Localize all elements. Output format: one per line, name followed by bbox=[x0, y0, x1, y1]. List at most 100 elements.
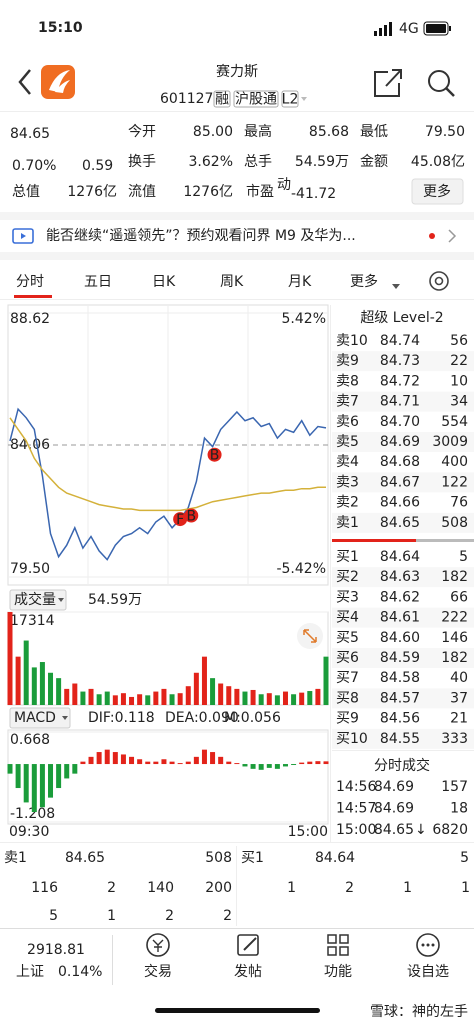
volume-bar bbox=[161, 688, 167, 705]
nav-label[interactable]: 交易 bbox=[144, 963, 172, 980]
macd-bar bbox=[242, 764, 248, 767]
order-price: 84.56 bbox=[380, 711, 420, 727]
stock-name: 赛力斯 bbox=[216, 64, 258, 80]
nav-icon[interactable] bbox=[416, 933, 440, 957]
order-price: 84.55 bbox=[380, 731, 420, 747]
y-tick-label: 79.50 bbox=[10, 561, 50, 577]
settings-button[interactable] bbox=[429, 271, 449, 291]
order-price: 84.70 bbox=[380, 414, 420, 430]
trade-price: 84.69 bbox=[374, 779, 414, 795]
order-volume: 10 bbox=[450, 373, 468, 389]
order-volume: 182 bbox=[441, 650, 468, 666]
macd-bar bbox=[201, 749, 207, 765]
volume-bar bbox=[56, 678, 62, 705]
order-book-title: 超级 Level-2 bbox=[360, 310, 443, 326]
trade-marker bbox=[173, 512, 188, 527]
trade-marker bbox=[207, 447, 222, 462]
tab[interactable]: 五日 bbox=[84, 274, 112, 290]
volume-bar bbox=[153, 691, 159, 705]
trade-volume: 157 bbox=[441, 779, 468, 795]
trade-arrow: ↓ bbox=[415, 822, 427, 838]
nav-label[interactable]: 功能 bbox=[324, 964, 352, 980]
stat-value: 85.00 bbox=[193, 124, 233, 140]
price-line bbox=[9, 407, 327, 561]
order-volume: 76 bbox=[450, 495, 468, 511]
macd-bar bbox=[169, 761, 175, 765]
nav-icon[interactable] bbox=[146, 933, 170, 957]
volume-bar bbox=[31, 667, 37, 705]
indicator-selector[interactable] bbox=[9, 707, 71, 729]
nav-label[interactable]: 设自选 bbox=[407, 964, 449, 980]
volume-bar bbox=[72, 683, 78, 705]
time-label: 09:30 bbox=[9, 824, 49, 840]
order-price: 84.62 bbox=[380, 589, 420, 605]
order-price: 84.73 bbox=[380, 353, 420, 369]
trade-price: 84.69 bbox=[374, 801, 414, 817]
more-button-label: 更多 bbox=[423, 183, 451, 200]
expand-icon[interactable] bbox=[297, 623, 323, 649]
volume-bar bbox=[210, 678, 216, 705]
macd-bar bbox=[104, 749, 110, 765]
row-background bbox=[332, 391, 474, 412]
order-queue-value: 1 bbox=[107, 908, 116, 924]
ask-price: 84.65 bbox=[65, 850, 105, 866]
ask-level: 卖1 bbox=[4, 850, 27, 866]
trades-title: 分时成交 bbox=[374, 757, 430, 774]
stat-label: 总值 bbox=[12, 184, 40, 200]
bid-level: 买1 bbox=[241, 850, 264, 866]
volume-bar bbox=[226, 686, 232, 705]
tab[interactable]: 月K bbox=[288, 274, 312, 290]
order-price: 84.66 bbox=[380, 495, 420, 511]
volume-bar bbox=[193, 672, 199, 705]
back-button[interactable] bbox=[18, 69, 31, 95]
order-queue-value: 2 bbox=[107, 880, 116, 896]
macd-bar bbox=[80, 761, 86, 765]
nav-label[interactable]: 发帖 bbox=[234, 964, 262, 980]
macd-bar bbox=[218, 756, 224, 765]
trade-marker-label: B bbox=[186, 509, 196, 525]
macd-bar bbox=[193, 756, 199, 765]
order-queue-value: 1 bbox=[461, 880, 470, 896]
volume-bar bbox=[169, 694, 175, 705]
macd-bar bbox=[15, 764, 21, 789]
more-button[interactable] bbox=[411, 178, 464, 205]
tab[interactable]: 日K bbox=[152, 274, 176, 290]
order-queue-value: 1 bbox=[403, 880, 412, 896]
tab[interactable]: 更多 bbox=[350, 273, 378, 290]
trade-price: 84.65 bbox=[374, 822, 414, 838]
order-price: 84.68 bbox=[380, 454, 420, 470]
nav-icon[interactable] bbox=[237, 934, 259, 956]
order-level: 买9 bbox=[336, 711, 359, 727]
tab[interactable]: 分时 bbox=[16, 274, 44, 290]
stat-value: 45.08亿 bbox=[411, 154, 465, 170]
order-volume: 333 bbox=[441, 731, 468, 747]
news-text: 能否继续“遥遥领先”？预约观看问界 M9 及华为... bbox=[46, 227, 356, 244]
nav-icon[interactable] bbox=[327, 934, 349, 956]
share-button[interactable] bbox=[374, 69, 402, 97]
tab[interactable]: 周K bbox=[220, 274, 244, 290]
order-volume: 508 bbox=[441, 515, 468, 531]
row-background bbox=[332, 432, 474, 452]
index-value: 2918.81 bbox=[27, 942, 85, 958]
row-background bbox=[332, 567, 474, 588]
dropdown-icon bbox=[392, 284, 400, 289]
order-level: 卖10 bbox=[336, 333, 368, 349]
macd-bar bbox=[112, 752, 118, 765]
order-level: 卖1 bbox=[336, 515, 359, 531]
row-background bbox=[332, 648, 474, 668]
order-level: 买2 bbox=[336, 569, 359, 585]
tag-box bbox=[233, 90, 279, 108]
volume-bar bbox=[274, 695, 280, 705]
search-button[interactable] bbox=[428, 70, 455, 97]
volume-bar bbox=[120, 693, 126, 705]
chevron bbox=[448, 229, 457, 243]
tag-box bbox=[213, 90, 231, 108]
stat-value: 1276亿 bbox=[183, 184, 233, 200]
indicator-selector[interactable] bbox=[9, 589, 67, 611]
tag: 融 bbox=[215, 92, 229, 108]
order-volume: 146 bbox=[441, 630, 468, 646]
divider bbox=[332, 750, 474, 751]
volume-bar bbox=[129, 696, 135, 705]
order-price: 84.72 bbox=[380, 373, 420, 389]
stat-value: 3.62% bbox=[189, 154, 233, 170]
